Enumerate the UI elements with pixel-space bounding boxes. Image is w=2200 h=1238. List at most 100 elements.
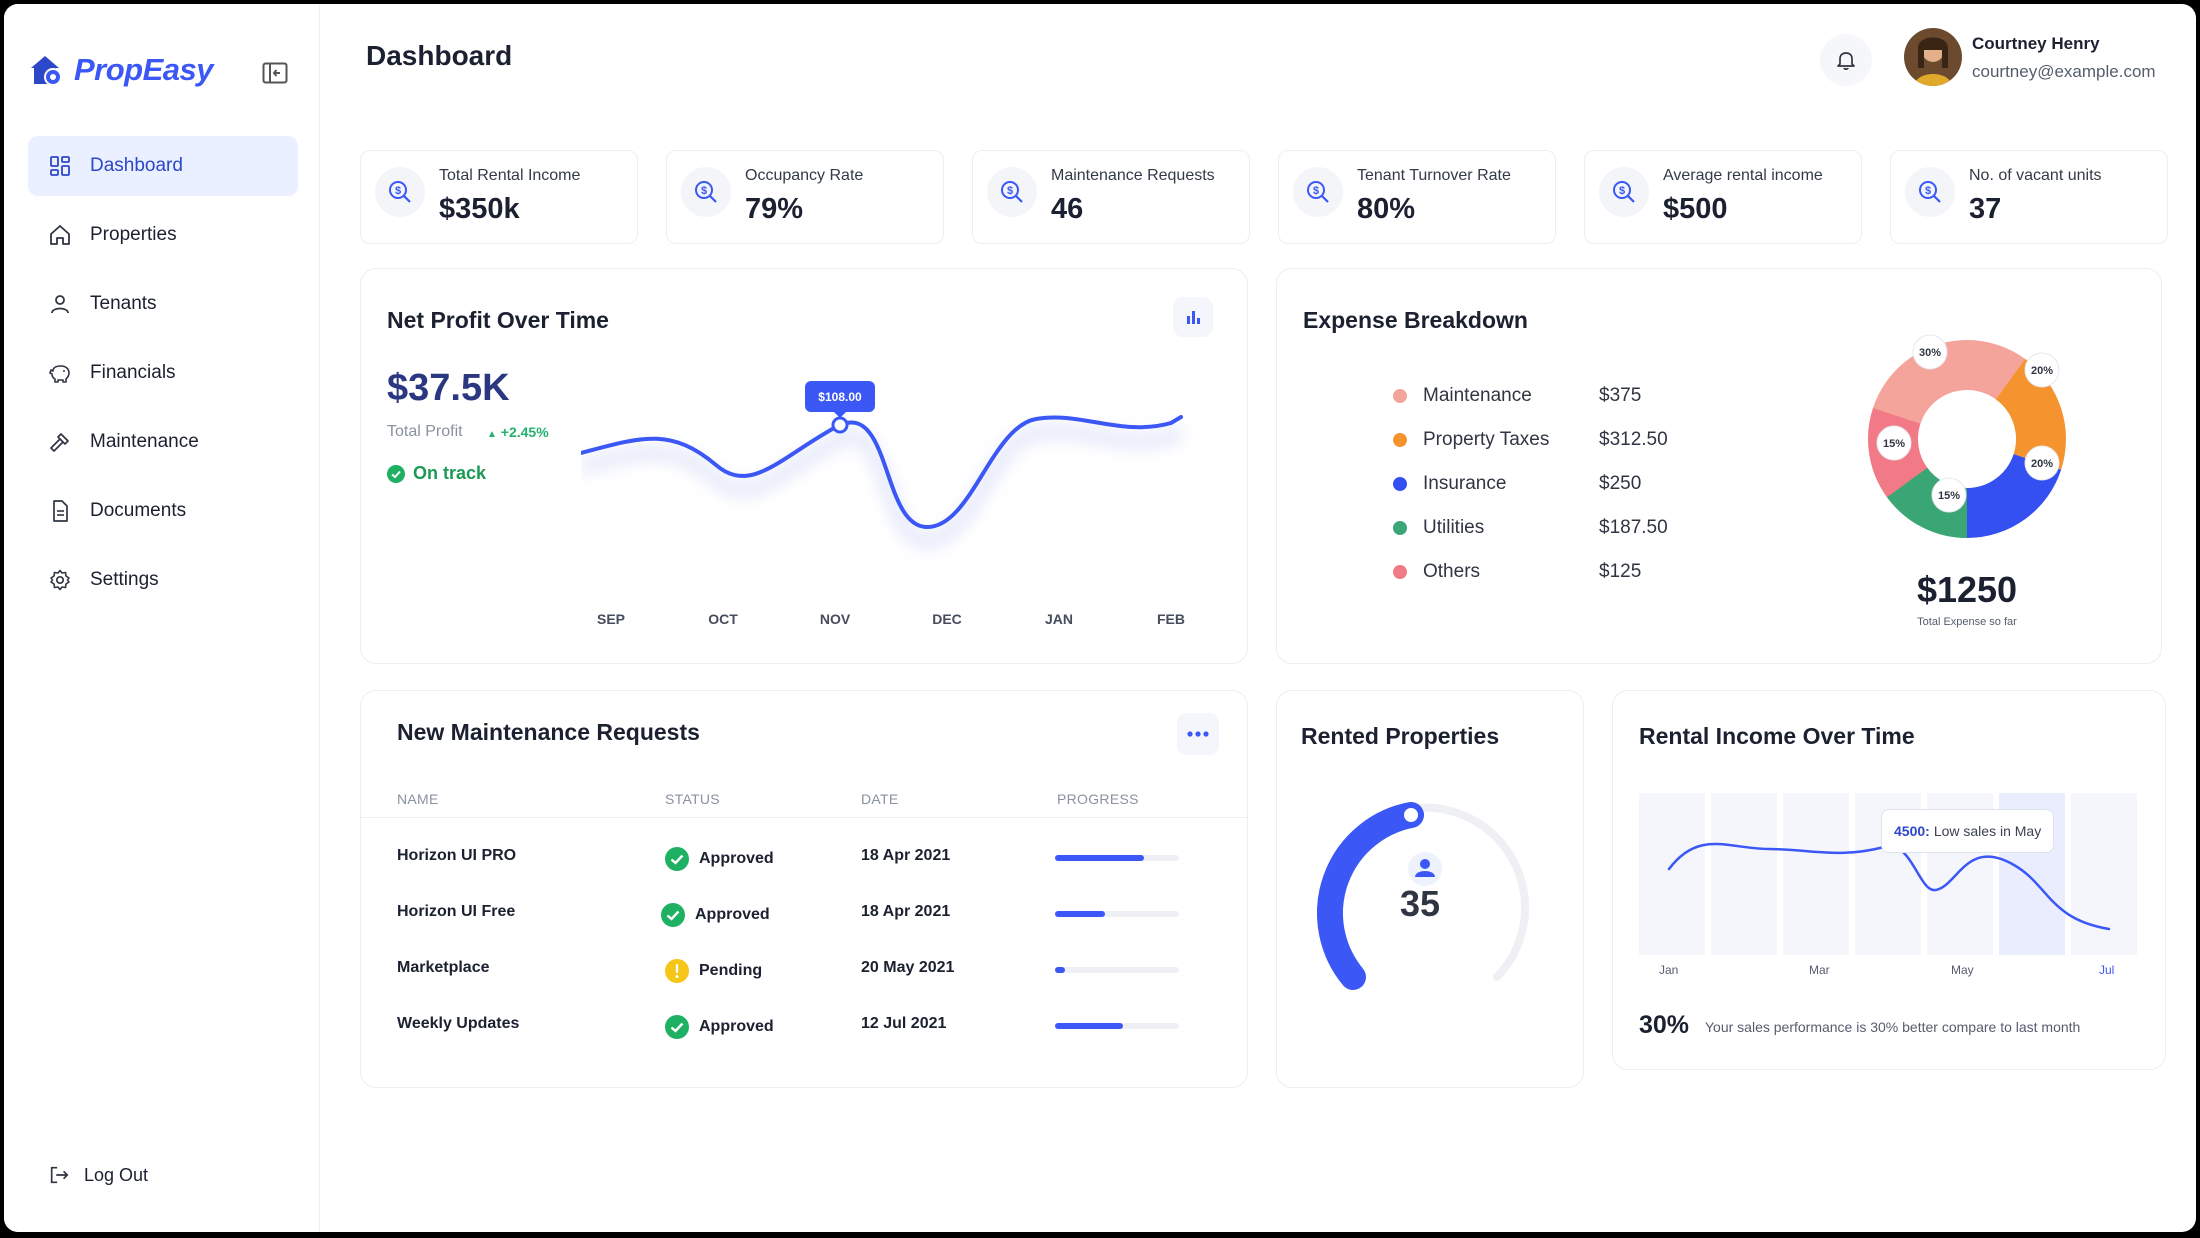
expense-title: Expense Breakdown xyxy=(1303,307,1528,333)
legend-item: Others $125 xyxy=(1393,557,1641,587)
logo[interactable]: PropEasy xyxy=(28,52,214,88)
logout-button[interactable]: Log Out xyxy=(48,1164,148,1186)
row-status-text: Approved xyxy=(699,1018,774,1035)
status-text: On track xyxy=(413,463,487,483)
row-date: 18 Apr 2021 xyxy=(861,903,951,920)
sidebar-item-label: Maintenance xyxy=(90,431,199,452)
legend-name: Insurance xyxy=(1423,473,1507,494)
legend-value: $187.50 xyxy=(1599,517,1668,538)
progress-bar xyxy=(1055,855,1179,861)
search-dollar-icon: $ xyxy=(375,167,425,217)
table-row[interactable]: Horizon UI Free Approved 18 Apr 2021 xyxy=(361,893,1247,933)
approved-icon xyxy=(665,1015,689,1039)
sidebar-item-documents[interactable]: Documents xyxy=(28,481,298,541)
stat-card-vacant-units[interactable]: $ No. of vacant units 37 xyxy=(1890,150,2168,244)
app-window: PropEasy Dashboard Properties Tenants Fi… xyxy=(4,4,2196,1232)
legend-dot xyxy=(1393,389,1407,403)
rented-gauge xyxy=(1317,802,1529,990)
net-profit-line-shadow xyxy=(581,424,1185,548)
expense-breakdown-panel: Expense Breakdown Maintenance $375 Prope… xyxy=(1276,268,2162,664)
page-title: Dashboard xyxy=(366,40,513,71)
sidebar-item-financials[interactable]: Financials xyxy=(28,343,298,403)
trend-up-icon: ▲ xyxy=(487,429,497,440)
approved-icon xyxy=(665,847,689,871)
legend-name: Property Taxes xyxy=(1423,429,1550,450)
expense-donut-chart: 30% 20% 20% 15% 15% xyxy=(1868,334,2066,538)
stat-card-occupancy-rate[interactable]: $ Occupancy Rate 79% xyxy=(666,150,944,244)
net-profit-change: ▲ +2.45% xyxy=(487,424,549,440)
piggy-bank-icon xyxy=(49,365,70,383)
notifications-button[interactable] xyxy=(1820,34,1872,86)
search-dollar-icon: $ xyxy=(1293,167,1343,217)
column-header-date[interactable]: DATE xyxy=(861,791,899,807)
collapse-sidebar-button[interactable] xyxy=(260,60,290,86)
stat-card-tenant-turnover-rate[interactable]: $ Tenant Turnover Rate 80% xyxy=(1278,150,1556,244)
table-row[interactable]: Marketplace Pending 20 May 2021 xyxy=(361,949,1247,989)
sidebar: PropEasy Dashboard Properties Tenants Fi… xyxy=(4,4,320,1232)
sidebar-item-label: Properties xyxy=(90,224,177,245)
rental-income-panel: Rental Income Over Time 4500: Low sales … xyxy=(1612,690,2166,1070)
progress-bar xyxy=(1055,911,1179,917)
svg-text:$: $ xyxy=(1007,185,1013,197)
sidebar-item-dashboard[interactable]: Dashboard xyxy=(28,136,298,196)
sidebar-item-properties[interactable]: Properties xyxy=(28,205,298,265)
sidebar-item-settings[interactable]: Settings xyxy=(28,550,298,610)
expense-total-label: Total Expense so far xyxy=(1917,616,2017,628)
table-row[interactable]: Weekly Updates Approved 12 Jul 2021 xyxy=(361,1005,1247,1045)
gauge-knob xyxy=(1404,808,1418,822)
legend-dot xyxy=(1393,521,1407,535)
sidebar-nav: Dashboard Properties Tenants Financials … xyxy=(28,136,298,619)
row-date: 18 Apr 2021 xyxy=(861,847,951,864)
net-profit-tooltip: $108.00 xyxy=(818,390,862,404)
column-header-progress[interactable]: PROGRESS xyxy=(1057,791,1139,807)
x-tick-label: FEB xyxy=(1157,611,1185,627)
donut-label: 20% xyxy=(2031,365,2053,377)
avatar[interactable] xyxy=(1904,28,1962,86)
stat-label: Maintenance Requests xyxy=(1051,167,1215,184)
donut-label: 30% xyxy=(1919,347,1941,359)
stat-card-maintenance-requests[interactable]: $ Maintenance Requests 46 xyxy=(972,150,1250,244)
rented-title: Rented Properties xyxy=(1301,723,1500,749)
search-dollar-icon: $ xyxy=(987,167,1037,217)
legend-dot xyxy=(1393,433,1407,447)
legend-name: Maintenance xyxy=(1423,385,1532,406)
svg-text:$: $ xyxy=(1619,185,1625,197)
row-date: 20 May 2021 xyxy=(861,959,955,976)
row-status: Approved xyxy=(665,1015,774,1039)
sidebar-item-tenants[interactable]: Tenants xyxy=(28,274,298,334)
legend-value: $250 xyxy=(1599,473,1642,494)
row-name: Weekly Updates xyxy=(397,1015,520,1032)
x-tick-label: OCT xyxy=(708,611,738,627)
rented-properties-panel: Rented Properties 35 xyxy=(1276,690,1584,1088)
stat-label: Tenant Turnover Rate xyxy=(1357,167,1511,184)
maintenance-title: New Maintenance Requests xyxy=(397,719,700,745)
table-row[interactable]: Horizon UI PRO Approved 18 Apr 2021 xyxy=(361,837,1247,877)
sidebar-item-label: Dashboard xyxy=(90,155,183,176)
hammer-icon xyxy=(50,433,69,452)
logo-icon xyxy=(31,56,62,86)
x-tick-label: SEP xyxy=(596,611,625,627)
net-profit-change-value: +2.45% xyxy=(500,424,549,440)
chart-type-button[interactable] xyxy=(1173,297,1213,337)
user-name: Courtney Henry xyxy=(1972,34,2100,53)
sidebar-item-label: Financials xyxy=(90,362,176,383)
logout-label: Log Out xyxy=(84,1164,149,1185)
sidebar-item-label: Documents xyxy=(90,500,187,521)
sidebar-item-label: Tenants xyxy=(90,293,157,314)
stat-card-average-rental-income[interactable]: $ Average rental income $500 xyxy=(1584,150,1862,244)
more-options-button[interactable] xyxy=(1177,713,1219,755)
column-header-status[interactable]: STATUS xyxy=(665,791,720,807)
donut-label: 20% xyxy=(2031,458,2053,470)
column-header-name[interactable]: NAME xyxy=(397,791,439,807)
home-icon xyxy=(50,225,70,245)
sidebar-item-maintenance[interactable]: Maintenance xyxy=(28,412,298,472)
stat-card-total-rental-income[interactable]: $ Total Rental Income $350k xyxy=(360,150,638,244)
x-tick-label: Jul xyxy=(2099,963,2115,977)
row-status: Approved xyxy=(665,847,774,871)
progress-bar xyxy=(1055,967,1179,973)
stat-label: No. of vacant units xyxy=(1969,167,2102,184)
donut-slice-others xyxy=(1868,340,2066,538)
search-dollar-icon: $ xyxy=(1905,167,1955,217)
x-tick-label: Mar xyxy=(1809,963,1830,977)
x-tick-label: May xyxy=(1951,963,1974,977)
